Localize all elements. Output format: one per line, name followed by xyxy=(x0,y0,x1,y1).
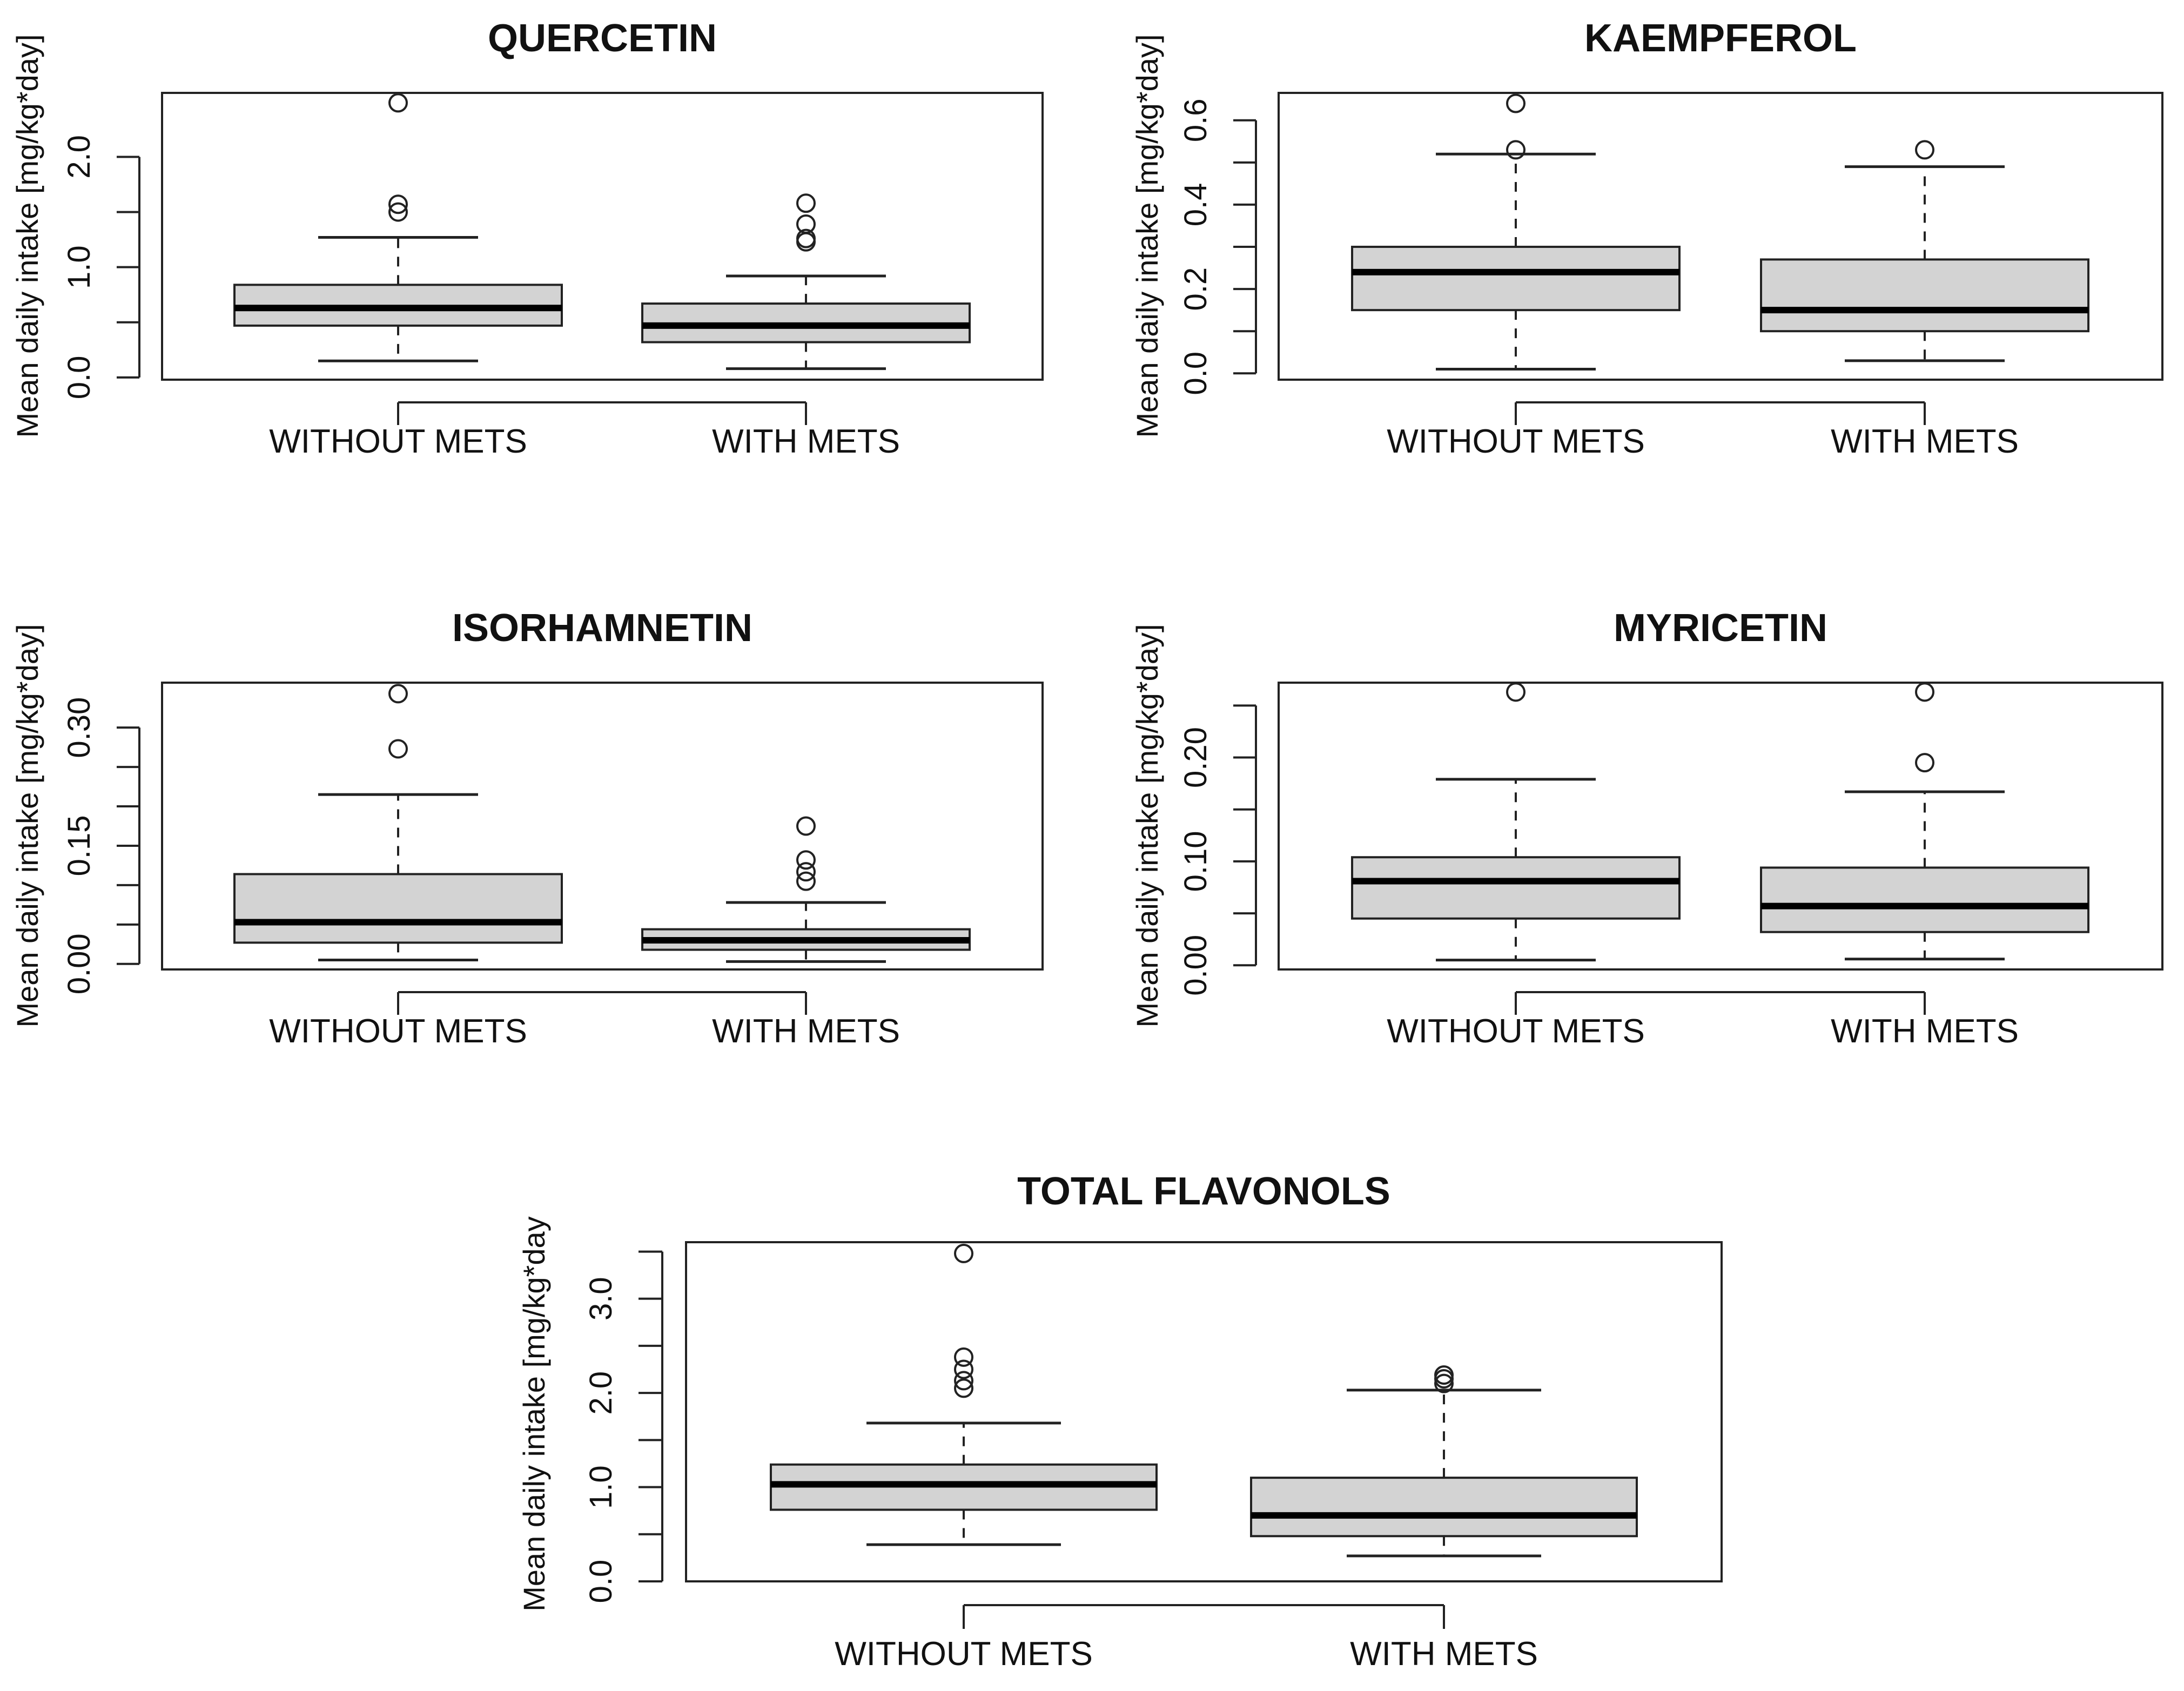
iqr-box xyxy=(1351,246,1681,312)
box-without-mets xyxy=(1351,682,1681,962)
y-tick-label: 1.0 xyxy=(62,245,97,289)
y-tick-label: 0.00 xyxy=(62,933,97,994)
outlier-point xyxy=(954,1378,973,1398)
iqr-box xyxy=(1760,258,2089,333)
outlier-point xyxy=(388,684,408,704)
plot-frame xyxy=(1278,682,2163,971)
y-tick-label: 3.0 xyxy=(583,1277,619,1321)
box-with-mets xyxy=(1760,682,2089,961)
x-category-label: WITH METS xyxy=(712,423,900,460)
y-tick-label: 0.0 xyxy=(1178,352,1213,395)
y-axis-title: Mean daily intake [mg/kg*day] xyxy=(10,624,44,1027)
box-with-mets xyxy=(641,816,971,963)
y-tick-label: 2.0 xyxy=(62,135,97,179)
y-axis-title: Mean daily intake [mg/kg*day xyxy=(517,1216,551,1612)
outlier-point xyxy=(388,202,408,222)
y-tick-label: 0.00 xyxy=(1178,935,1213,996)
outlier-point xyxy=(1915,140,1934,160)
y-tick-label: 0.0 xyxy=(583,1560,619,1604)
outlier-point xyxy=(388,194,408,214)
box-without-mets xyxy=(1351,93,1681,370)
iqr-box xyxy=(1760,866,2089,933)
box-with-mets xyxy=(1760,140,2089,362)
plot-frame xyxy=(685,1241,1723,1582)
chart-panel-4: MYRICETIN 0.00 0.10 0.20 Mean daily intake [… xyxy=(1130,607,2163,1050)
outlier-point xyxy=(1434,1365,1454,1385)
box-without-mets xyxy=(233,684,563,961)
y-tick-label: 0.30 xyxy=(62,697,97,758)
outlier-point xyxy=(954,1371,973,1391)
y-tick-label: 2.0 xyxy=(583,1371,619,1415)
box-with-mets xyxy=(1250,1365,1638,1558)
x-category-label: WITHOUT METS xyxy=(835,1635,1093,1673)
chart-title: TOTAL FLAVONOLS xyxy=(1017,1170,1390,1213)
y-tick-label: 0.0 xyxy=(62,356,97,400)
box-without-mets xyxy=(233,93,563,362)
outlier-point xyxy=(1915,753,1934,773)
plot-frame xyxy=(1278,92,2163,381)
x-category-label: WITHOUT METS xyxy=(269,1013,527,1050)
outlier-point xyxy=(796,214,816,234)
x-category-label: WITH METS xyxy=(712,1013,900,1050)
outlier-point xyxy=(796,193,816,213)
y-tick-label: 0.10 xyxy=(1178,831,1213,892)
x-category-label: WITHOUT METS xyxy=(1387,423,1645,460)
outlier-point xyxy=(796,850,816,870)
outlier-point xyxy=(388,739,408,759)
plot-frame xyxy=(161,92,1044,381)
x-category-label: WITHOUT METS xyxy=(269,423,527,460)
box-with-mets xyxy=(641,193,971,370)
plot-frame xyxy=(161,682,1044,971)
x-category-label: WITHOUT METS xyxy=(1387,1013,1645,1050)
chart-panel-3: ISORHAMNETIN 0.00 0.15 0.30 Mean daily intak… xyxy=(10,607,1044,1050)
outlier-point xyxy=(954,1359,973,1379)
chart-panel-1: QUERCETIN 0.0 1.0 2.0 Mean daily intake [mg/… xyxy=(10,17,1044,460)
outlier-point xyxy=(1506,93,1526,113)
outlier-point xyxy=(954,1347,973,1367)
chart-panel-2: KAEMPFEROL 0.0 0.2 0.4 0.6 Mean daily intake … xyxy=(1130,17,2163,460)
outlier-point xyxy=(1434,1373,1454,1393)
outlier-point xyxy=(388,93,408,113)
y-tick-label: 0.2 xyxy=(1178,267,1213,311)
y-tick-label: 0.6 xyxy=(1178,98,1213,142)
outlier-point xyxy=(796,816,816,836)
y-axis-title: Mean daily intake [mg/kg*day] xyxy=(10,34,44,437)
y-axis-title: Mean daily intake [mg/kg*day] xyxy=(1130,34,1164,437)
chart-title: QUERCETIN xyxy=(488,17,717,60)
box-without-mets xyxy=(770,1243,1158,1546)
y-tick-label: 0.15 xyxy=(62,816,97,877)
outlier-point xyxy=(1506,140,1526,160)
iqr-box xyxy=(1351,856,1681,920)
chart-title: ISORHAMNETIN xyxy=(452,607,752,650)
y-tick-label: 1.0 xyxy=(583,1465,619,1509)
y-tick-label: 0.20 xyxy=(1178,727,1213,788)
iqr-box xyxy=(233,873,563,944)
outlier-point xyxy=(796,862,816,882)
chart-title: KAEMPFEROL xyxy=(1584,17,1857,60)
outlier-point xyxy=(1915,682,1934,702)
outlier-point xyxy=(796,871,816,891)
x-category-label: WITH METS xyxy=(1350,1635,1538,1673)
outlier-point xyxy=(954,1243,973,1263)
y-axis-title: Mean daily intake [mg/kg*day] xyxy=(1130,624,1164,1027)
chart-panel-5: TOTAL FLAVONOLS 0.0 1.0 2.0 3.0 Mean daily in… xyxy=(517,1170,1723,1673)
iqr-box xyxy=(1250,1477,1638,1538)
x-category-label: WITH METS xyxy=(1831,1013,2019,1050)
outlier-point xyxy=(1506,682,1526,702)
outlier-point xyxy=(796,228,816,248)
x-category-label: WITH METS xyxy=(1831,423,2019,460)
y-tick-label: 0.4 xyxy=(1178,183,1213,227)
chart-title: MYRICETIN xyxy=(1614,607,1827,650)
